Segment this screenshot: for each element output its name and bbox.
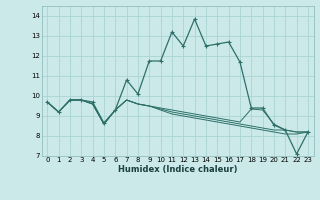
X-axis label: Humidex (Indice chaleur): Humidex (Indice chaleur) [118,165,237,174]
